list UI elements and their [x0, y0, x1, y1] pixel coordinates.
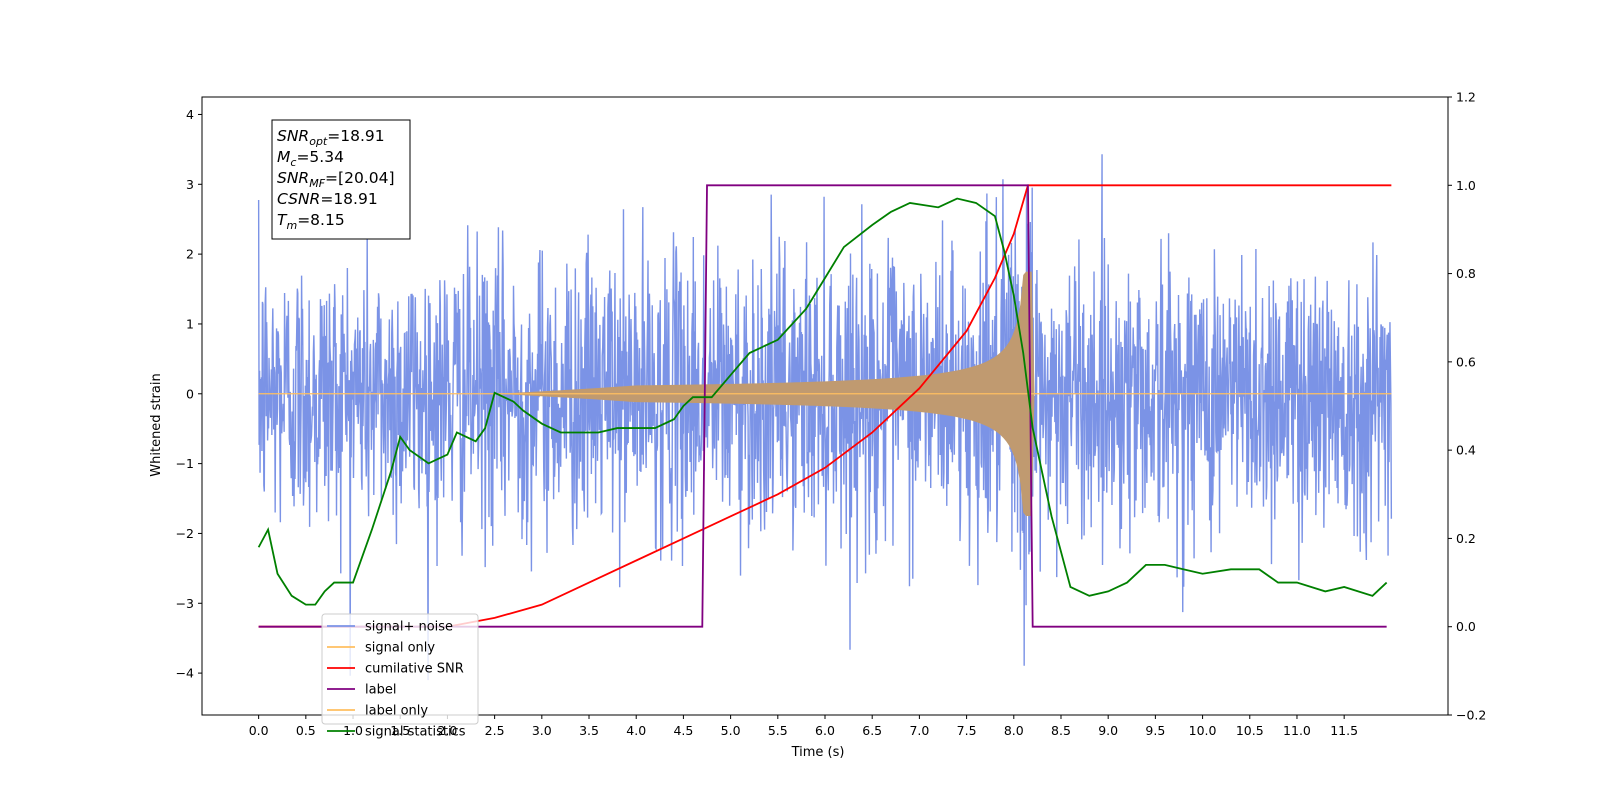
series-cumulative-snr: [258, 184, 1392, 628]
x-axis-label: Time (s): [791, 745, 845, 760]
y-tick-label-right: 1.2: [1456, 90, 1476, 105]
series-signal-noise: [257, 154, 1393, 681]
y-tick-label-left: 1: [186, 316, 194, 331]
legend: signal+ noise signal only cumilative SNR la…: [321, 613, 479, 740]
x-tick-label: 0.5: [296, 723, 316, 738]
annotation-box: SNRopt=18.91Mc=5.34SNRMF=[20.04]CSNR=18.…: [271, 119, 411, 240]
x-tick-label: 6.5: [862, 723, 882, 738]
x-tick-label: 5.0: [721, 723, 741, 738]
x-tick-label: 4.5: [673, 723, 693, 738]
x-tick-label: 9.5: [1145, 723, 1165, 738]
legend-frame: [321, 613, 479, 725]
y-tick-label-left: 2: [186, 247, 194, 262]
x-tick-label: 8.0: [1004, 723, 1024, 738]
legend-entry: label: [365, 683, 396, 698]
annotation-line: Tm=8.15: [277, 211, 345, 232]
x-tick-label: 3.0: [532, 723, 552, 738]
legend-entry: label only: [365, 704, 428, 719]
y-tick-label-left: 4: [186, 107, 194, 122]
legend-entry: signal only: [365, 641, 435, 656]
x-tick-label: 4.0: [626, 723, 646, 738]
x-tick-label: 11.0: [1283, 723, 1311, 738]
legend-entry: signal statistics: [365, 725, 466, 740]
y-tick-label-left: −2: [176, 526, 194, 541]
y-tick-label-right: 0.8: [1456, 266, 1476, 281]
y-tick-label-right: −0.2: [1456, 708, 1486, 723]
x-tick-label: 10.5: [1236, 723, 1264, 738]
annotation-line: Mc=5.34: [277, 148, 344, 169]
x-tick-label: 10.0: [1189, 723, 1217, 738]
x-tick-label: 2.5: [485, 723, 505, 738]
annotation-frame: [271, 119, 411, 240]
y-tick-label-right: 1.0: [1456, 178, 1476, 193]
x-tick-label: 0.0: [249, 723, 269, 738]
y-tick-label-left: −3: [176, 596, 194, 611]
annotation-line: SNRopt=18.91: [277, 127, 385, 148]
y-tick-label-right: 0.6: [1456, 354, 1476, 369]
x-tick-label: 8.5: [1051, 723, 1071, 738]
legend-entry: signal+ noise: [365, 620, 453, 635]
x-tick-label: 1.5: [390, 723, 410, 738]
y-axis-label-left: Whitened strain: [149, 373, 164, 476]
y-tick-label-left: 0: [186, 386, 194, 401]
annotation-line: CSNR=18.91: [277, 190, 378, 208]
x-tick-label: 3.5: [579, 723, 599, 738]
x-tick-label: 7.0: [909, 723, 929, 738]
y-tick-label-right: 0.0: [1456, 619, 1476, 634]
x-tick-label: 9.0: [1098, 723, 1118, 738]
y-tick-label-right: 0.4: [1456, 443, 1476, 458]
y-tick-label-right: 0.2: [1456, 531, 1476, 546]
legend-entry: cumilative SNR: [365, 662, 464, 677]
x-tick-label: 2.0: [437, 723, 457, 738]
y-tick-label-left: −4: [176, 666, 194, 681]
y-tick-label-left: 3: [186, 177, 194, 192]
y-tick-label-left: −1: [176, 456, 194, 471]
x-tick-label: 7.5: [957, 723, 977, 738]
plot-area: [257, 154, 1393, 681]
axes: 0.0 0.5 1.0 1.5 2.0 2.5 3.0 3.5 4.0 4.5 5.0 5.5 6.0 6…: [176, 90, 1487, 739]
x-tick-label: 11.5: [1330, 723, 1358, 738]
x-tick-label: 6.0: [815, 723, 835, 738]
series-label: [258, 184, 1387, 628]
series-signal-statistics: [257, 197, 1388, 606]
x-tick-label: 5.5: [768, 723, 788, 738]
annotation-line: SNRMF=[20.04]: [277, 169, 395, 190]
